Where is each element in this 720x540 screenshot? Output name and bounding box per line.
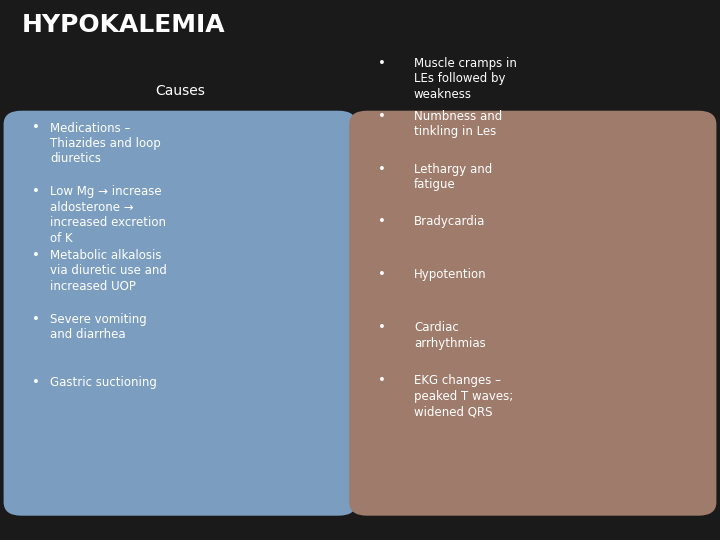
Text: HYPOKALEMIA: HYPOKALEMIA [22,14,225,37]
Text: Numbness and
tinkling in Les: Numbness and tinkling in Les [414,110,503,138]
Text: Cardiac
arrhythmias: Cardiac arrhythmias [414,321,486,350]
Text: •: • [32,185,40,198]
Text: •: • [378,57,386,70]
Text: Causes: Causes [155,84,205,98]
Text: •: • [32,122,40,134]
Text: •: • [32,249,40,262]
Text: •: • [32,376,40,389]
Text: Low Mg → increase
aldosterone →
increased excretion
of K: Low Mg → increase aldosterone → increase… [50,185,166,245]
Text: •: • [378,268,386,281]
Text: Muscle cramps in
LEs followed by
weakness: Muscle cramps in LEs followed by weaknes… [414,57,517,100]
Text: •: • [378,110,386,123]
Text: •: • [378,321,386,334]
Text: Severe vomiting
and diarrhea: Severe vomiting and diarrhea [50,313,147,341]
Text: EKG changes –
peaked T waves;
widened QRS: EKG changes – peaked T waves; widened QR… [414,374,513,418]
Text: Gastric suctioning: Gastric suctioning [50,376,157,389]
Text: •: • [378,163,386,176]
FancyBboxPatch shape [349,111,716,516]
Text: •: • [378,215,386,228]
Text: •: • [32,313,40,326]
Text: •: • [378,374,386,387]
Text: Metabolic alkalosis
via diuretic use and
increased UOP: Metabolic alkalosis via diuretic use and… [50,249,167,293]
FancyBboxPatch shape [4,111,356,516]
Text: Lethargy and
fatigue: Lethargy and fatigue [414,163,492,191]
Text: Bradycardia: Bradycardia [414,215,485,228]
Text: Hypotention: Hypotention [414,268,487,281]
Text: Medications –
Thiazides and loop
diuretics: Medications – Thiazides and loop diureti… [50,122,161,165]
